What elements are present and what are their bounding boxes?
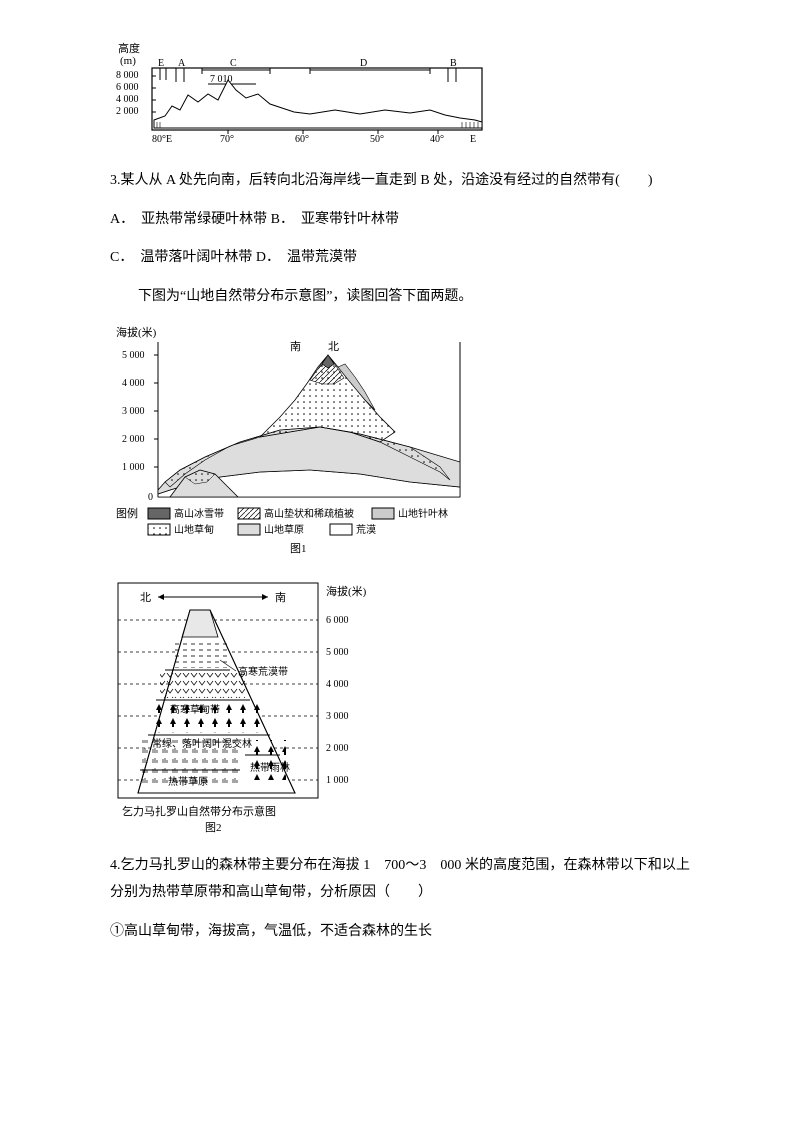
xtick: 80°E	[152, 134, 172, 145]
xtick: 50°	[370, 134, 384, 145]
kilimanjaro-svg: 北 南 海拔(米) 6 000 5 000 4 000 3 000 2 000 …	[110, 575, 390, 835]
caption: 图1	[290, 542, 307, 555]
q3-options-cd: C． 温带落叶阔叶林带 D． 温带荒漠带	[110, 245, 690, 272]
ytick: 3 000	[326, 711, 349, 722]
ytick: 1 000	[122, 462, 145, 473]
ytick: 8 000	[116, 70, 139, 81]
legend-title: 图例	[116, 506, 138, 520]
ytick: 4 000	[116, 94, 139, 105]
label-C: C	[230, 58, 237, 69]
xtick: 70°	[220, 134, 234, 145]
q4-option1: ①高山草甸带，海拔高，气温低，不适合森林的生长	[110, 919, 690, 946]
y-unit: (m)	[120, 55, 136, 67]
ytick: 3 000	[122, 406, 145, 417]
ytick: 4 000	[122, 378, 145, 389]
legend-item: 高山冰雪带	[174, 507, 224, 520]
q3-options-ab: A． 亚热带常绿硬叶林带 B． 亚寒带针叶林带	[110, 207, 690, 234]
mountain-zonation-svg: 海拔(米) 5 000 4 000 3 000 2 000 1 000 0 南 …	[110, 322, 480, 557]
figure-mountain-zonation: 海拔(米) 5 000 4 000 3 000 2 000 1 000 0 南 …	[110, 322, 690, 557]
legend-item: 高山垫状和稀疏植被	[264, 507, 354, 520]
label-E: E	[158, 58, 164, 69]
ytick: 0	[148, 492, 153, 503]
ytick: 6 000	[116, 82, 139, 93]
figure-kilimanjaro: 北 南 海拔(米) 6 000 5 000 4 000 3 000 2 000 …	[110, 575, 690, 835]
intro-figure2: 下图为“山地自然带分布示意图”，读图回答下面两题。	[110, 284, 690, 311]
q4-stem: 4.乞力马扎罗山的森林带主要分布在海拔 1 700～3 000 米的高度范围，在…	[110, 853, 690, 906]
legend-item: 山地针叶林	[398, 507, 448, 520]
zone-label: 常绿、落叶阔叶混交林	[152, 737, 252, 750]
y-title: 高度	[118, 41, 140, 55]
y-title: 海拔(米)	[326, 584, 367, 598]
label-D: D	[360, 58, 367, 69]
north-label: 北	[328, 340, 339, 353]
zone-label: 热带草原	[168, 775, 208, 788]
ytick: 1 000	[326, 775, 349, 786]
xtick: 60°	[295, 134, 309, 145]
ytick: 2 000	[122, 434, 145, 445]
legend-item: 山地草原	[264, 523, 304, 536]
south-label: 南	[290, 340, 301, 353]
ytick: 2 000	[326, 743, 349, 754]
q3-stem: 3.某人从 A 处先向南，后转向北沿海岸线一直走到 B 处，沿途没有经过的自然带…	[110, 168, 690, 195]
ytick: 5 000	[122, 350, 145, 361]
legend-item: 荒漠	[356, 524, 376, 536]
ytick: 4 000	[326, 679, 349, 690]
legend-item: 山地草甸	[174, 523, 214, 536]
figure-cross-section: 高度 (m) 8 000 6 000 4 000 2 000 E A C D B…	[110, 40, 690, 150]
xtick: 40°	[430, 134, 444, 145]
zone-label: 高寒荒漠带	[238, 665, 288, 678]
caption-sub: 图2	[205, 821, 222, 834]
zone-label: 热带雨林	[250, 761, 290, 774]
caption: 乞力马扎罗山自然带分布示意图	[122, 804, 276, 818]
ytick: 2 000	[116, 106, 139, 117]
north-label: 北	[140, 591, 151, 604]
ytick: 5 000	[326, 647, 349, 658]
xtick: E	[470, 134, 476, 145]
cross-section-svg: 高度 (m) 8 000 6 000 4 000 2 000 E A C D B…	[110, 40, 490, 150]
ytick: 6 000	[326, 615, 349, 626]
label-A: A	[178, 58, 186, 69]
zone-label: 高寒草甸带	[170, 703, 220, 716]
label-B: B	[450, 58, 457, 69]
south-label: 南	[275, 591, 286, 604]
y-title: 海拔(米)	[116, 325, 157, 339]
